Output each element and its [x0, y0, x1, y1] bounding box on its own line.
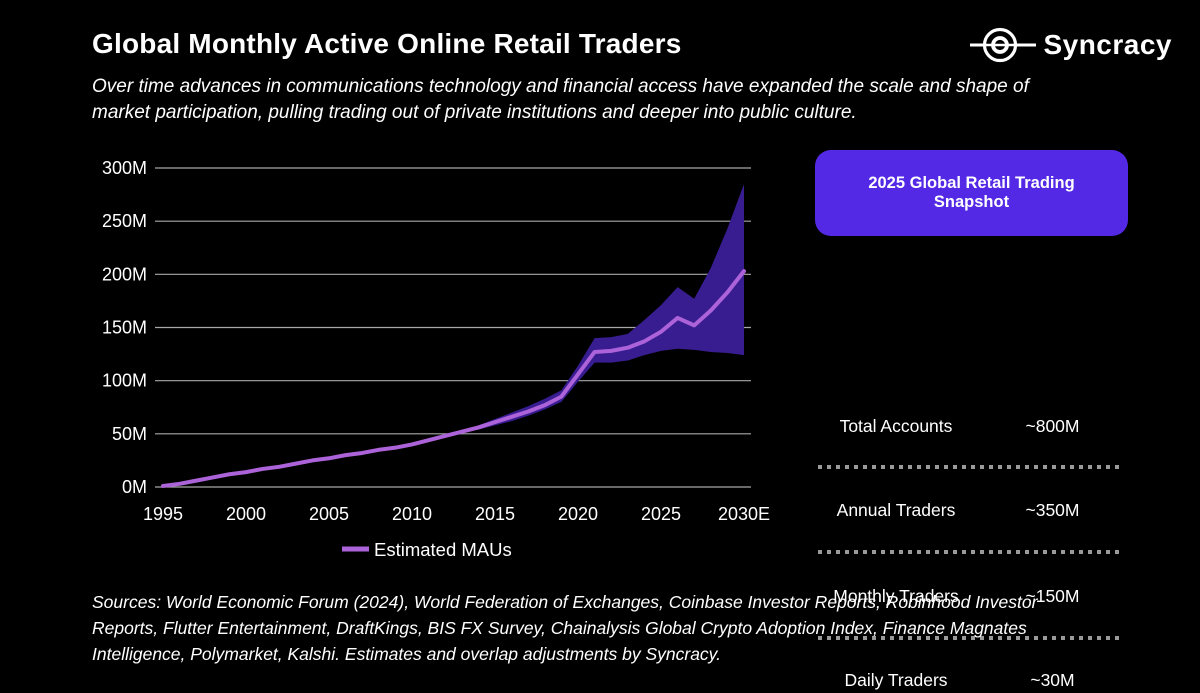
stat-row-total-accounts: Total Accounts ~800M — [815, 413, 1128, 439]
stat-label: Monthly Traders — [833, 586, 959, 606]
subtitle-line-2: market participation, pulling trading ou… — [92, 102, 857, 123]
stat-value: ~30M — [1030, 670, 1075, 690]
estimate-band — [163, 183, 744, 486]
y-tick-label: 0M — [122, 477, 147, 497]
sources-note: Sources: World Economic Forum (2024), Wo… — [92, 589, 1037, 667]
x-tick-label: 2005 — [309, 504, 349, 524]
x-tick-label: 2000 — [226, 504, 266, 524]
dotted-separator — [818, 465, 1124, 469]
stat-row-monthly-traders: Monthly Traders ~150M — [815, 583, 1128, 609]
stat-value: ~800M — [1025, 416, 1080, 436]
y-tick-label: 200M — [102, 264, 147, 284]
page-title: Global Monthly Active Online Retail Trad… — [92, 28, 682, 59]
sources-line-3: Intelligence, Polymarket, Kalshi. Estima… — [92, 644, 721, 664]
y-tick-label: 100M — [102, 371, 147, 391]
page-subtitle: Over time advances in communications tec… — [92, 74, 1029, 126]
sources-line-2: Reports, Flutter Entertainment, DraftKin… — [92, 618, 1027, 638]
stat-row-annual-traders: Annual Traders ~350M — [815, 497, 1128, 523]
y-tick-label: 50M — [112, 424, 147, 444]
subtitle-line-1: Over time advances in communications tec… — [92, 76, 1029, 97]
stat-row-daily-traders: Daily Traders ~30M — [815, 667, 1128, 693]
x-tick-label: 2020 — [558, 504, 598, 524]
stat-label: Annual Traders — [836, 500, 956, 520]
stat-label: Total Accounts — [839, 416, 953, 436]
mau-line — [161, 269, 746, 488]
dotted-separator — [818, 636, 1124, 640]
x-tick-label: 1995 — [143, 504, 183, 524]
y-tick-label: 300M — [102, 158, 147, 178]
sources-line-1: Sources: World Economic Forum (2024), Wo… — [92, 592, 1038, 612]
stat-label: Daily Traders — [844, 670, 948, 690]
dotted-separator — [818, 550, 1124, 554]
x-tick-label: 2025 — [641, 504, 681, 524]
snapshot-panel-header: 2025 Global Retail Trading Snapshot — [815, 150, 1128, 236]
stat-value: ~350M — [1025, 500, 1080, 520]
y-tick-label: 150M — [102, 318, 147, 338]
y-tick-label: 250M — [102, 211, 147, 231]
stat-value: ~150M — [1025, 586, 1080, 606]
mau-chart: 0M 50M 100M 150M 200M 250M 300M 1995 2000 2005 201… — [102, 158, 770, 560]
x-tick-label: 2030E — [718, 504, 770, 524]
syncracy-logo-text: Syncracy — [1043, 29, 1172, 60]
legend-label: Estimated MAUs — [374, 539, 512, 560]
x-tick-label: 2015 — [475, 504, 515, 524]
infographic-canvas: Global Monthly Active Online Retail Trad… — [92, 24, 1172, 690]
orbit-circle-icon — [970, 27, 1037, 63]
syncracy-logo: Syncracy — [969, 24, 1172, 66]
x-tick-label: 2010 — [392, 504, 432, 524]
